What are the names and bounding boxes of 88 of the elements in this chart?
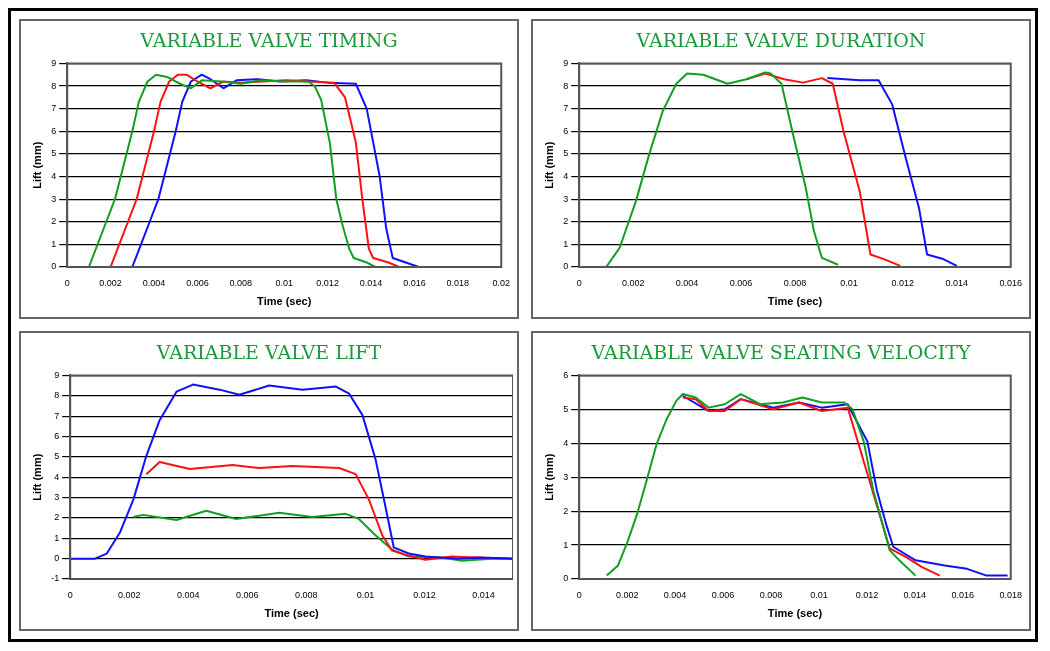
y-tick-label: 4 xyxy=(51,171,57,181)
x-axis-title: Time (sec) xyxy=(257,295,312,308)
x-axis-title: Time (sec) xyxy=(767,607,823,620)
x-tick-label: 0.018 xyxy=(999,589,1022,600)
y-tick-label: 9 xyxy=(563,57,569,68)
y-tick-label: 9 xyxy=(54,369,60,380)
y-tick-label: 5 xyxy=(563,148,569,159)
x-tick-label: 0.014 xyxy=(472,589,495,600)
x-tick-label: 0.002 xyxy=(117,589,141,600)
y-tick-label: 5 xyxy=(54,451,60,462)
y-tick-label: 1 xyxy=(563,539,569,550)
x-tick-label: 0.012 xyxy=(891,277,915,288)
y-tick-label: 7 xyxy=(54,410,60,421)
x-tick-label: 0.002 xyxy=(621,277,645,288)
y-tick-label: 0 xyxy=(563,573,569,584)
y-tick-label: 5 xyxy=(563,403,569,414)
x-tick-label: 0.014 xyxy=(359,277,383,288)
y-tick-label: 4 xyxy=(563,437,569,448)
y-tick-label: 0 xyxy=(54,553,60,564)
chart-title: VARIABLE VALVE TIMING xyxy=(139,29,399,51)
x-tick-label: 0.004 xyxy=(177,589,200,600)
y-tick-label: 8 xyxy=(51,80,57,91)
x-axis-title: Time (sec) xyxy=(767,295,823,308)
y-tick-label: 1 xyxy=(54,532,60,543)
y-axis-title: Lift (mm) xyxy=(542,453,555,501)
x-tick-label: 0.014 xyxy=(903,589,927,600)
x-tick-label: 0.004 xyxy=(675,277,699,288)
y-tick-label: 0 xyxy=(51,261,57,272)
x-tick-label: 0.016 xyxy=(403,277,426,288)
x-tick-label: 0 xyxy=(576,277,582,288)
x-axis-title: Time (sec) xyxy=(264,607,320,620)
y-tick-label: 3 xyxy=(563,193,569,204)
x-tick-label: 0.012 xyxy=(413,589,436,600)
x-tick-label: 0.016 xyxy=(999,277,1022,288)
x-tick-label: 0.012 xyxy=(855,589,879,600)
x-tick-label: 0 xyxy=(576,589,582,600)
x-tick-label: 0.01 xyxy=(275,277,293,288)
y-tick-label: 4 xyxy=(563,171,569,181)
y-axis-title: Lift (mm) xyxy=(30,141,43,189)
chart-title: VARIABLE VALVE LIFT xyxy=(155,341,383,363)
x-tick-label: 0.004 xyxy=(142,277,166,288)
x-tick-label: 0.018 xyxy=(446,277,470,288)
x-tick-label: 0.01 xyxy=(356,589,375,600)
x-tick-label: 0.006 xyxy=(186,277,209,288)
x-tick-label: 0.006 xyxy=(729,277,753,288)
y-tick-label: 2 xyxy=(51,216,57,227)
x-tick-label: 0.008 xyxy=(783,277,807,288)
x-tick-label: 0.012 xyxy=(316,277,339,288)
y-tick-label: 1 xyxy=(51,238,57,249)
y-tick-label: 3 xyxy=(54,492,60,503)
y-tick-label: 7 xyxy=(51,103,57,114)
x-tick-label: 0.002 xyxy=(615,589,639,600)
x-tick-label: 0.016 xyxy=(951,589,975,600)
y-tick-label: -1 xyxy=(51,573,60,584)
x-tick-label: 0.006 xyxy=(711,589,735,600)
y-tick-label: 3 xyxy=(563,471,569,482)
x-tick-label: 0.02 xyxy=(492,277,511,288)
y-tick-label: 6 xyxy=(54,430,60,441)
y-tick-label: 0 xyxy=(563,261,569,272)
y-tick-label: 1 xyxy=(563,238,569,249)
y-tick-label: 6 xyxy=(563,369,569,380)
x-tick-label: 0.004 xyxy=(663,589,687,600)
y-tick-label: 7 xyxy=(563,103,569,114)
x-tick-label: 0.002 xyxy=(99,277,122,288)
chart-title: VARIABLE VALVE DURATION xyxy=(635,29,927,51)
y-tick-label: 6 xyxy=(51,125,57,136)
x-tick-label: 0.008 xyxy=(759,589,783,600)
x-tick-label: 0 xyxy=(64,277,70,288)
y-tick-label: 8 xyxy=(54,390,60,401)
y-axis-title: Lift (mm) xyxy=(30,453,43,501)
x-tick-label: 0 xyxy=(67,589,73,600)
y-tick-label: 2 xyxy=(54,512,60,523)
y-tick-label: 2 xyxy=(563,216,569,227)
x-tick-label: 0.01 xyxy=(840,277,858,288)
chart-title: VARIABLE VALVE SEATING VELOCITY xyxy=(590,341,972,363)
y-tick-label: 6 xyxy=(563,125,569,136)
y-tick-label: 2 xyxy=(563,505,569,516)
y-tick-label: 4 xyxy=(54,471,60,482)
x-tick-label: 0.014 xyxy=(945,277,969,288)
y-axis-title: Lift (mm) xyxy=(542,141,555,189)
x-tick-label: 0.006 xyxy=(236,589,259,600)
x-tick-label: 0.008 xyxy=(295,589,318,600)
y-tick-label: 9 xyxy=(51,57,57,68)
y-tick-label: 5 xyxy=(51,148,57,159)
x-tick-label: 0.01 xyxy=(810,589,828,600)
y-tick-label: 8 xyxy=(563,80,569,91)
y-tick-label: 3 xyxy=(51,193,57,204)
x-tick-label: 0.008 xyxy=(229,277,253,288)
